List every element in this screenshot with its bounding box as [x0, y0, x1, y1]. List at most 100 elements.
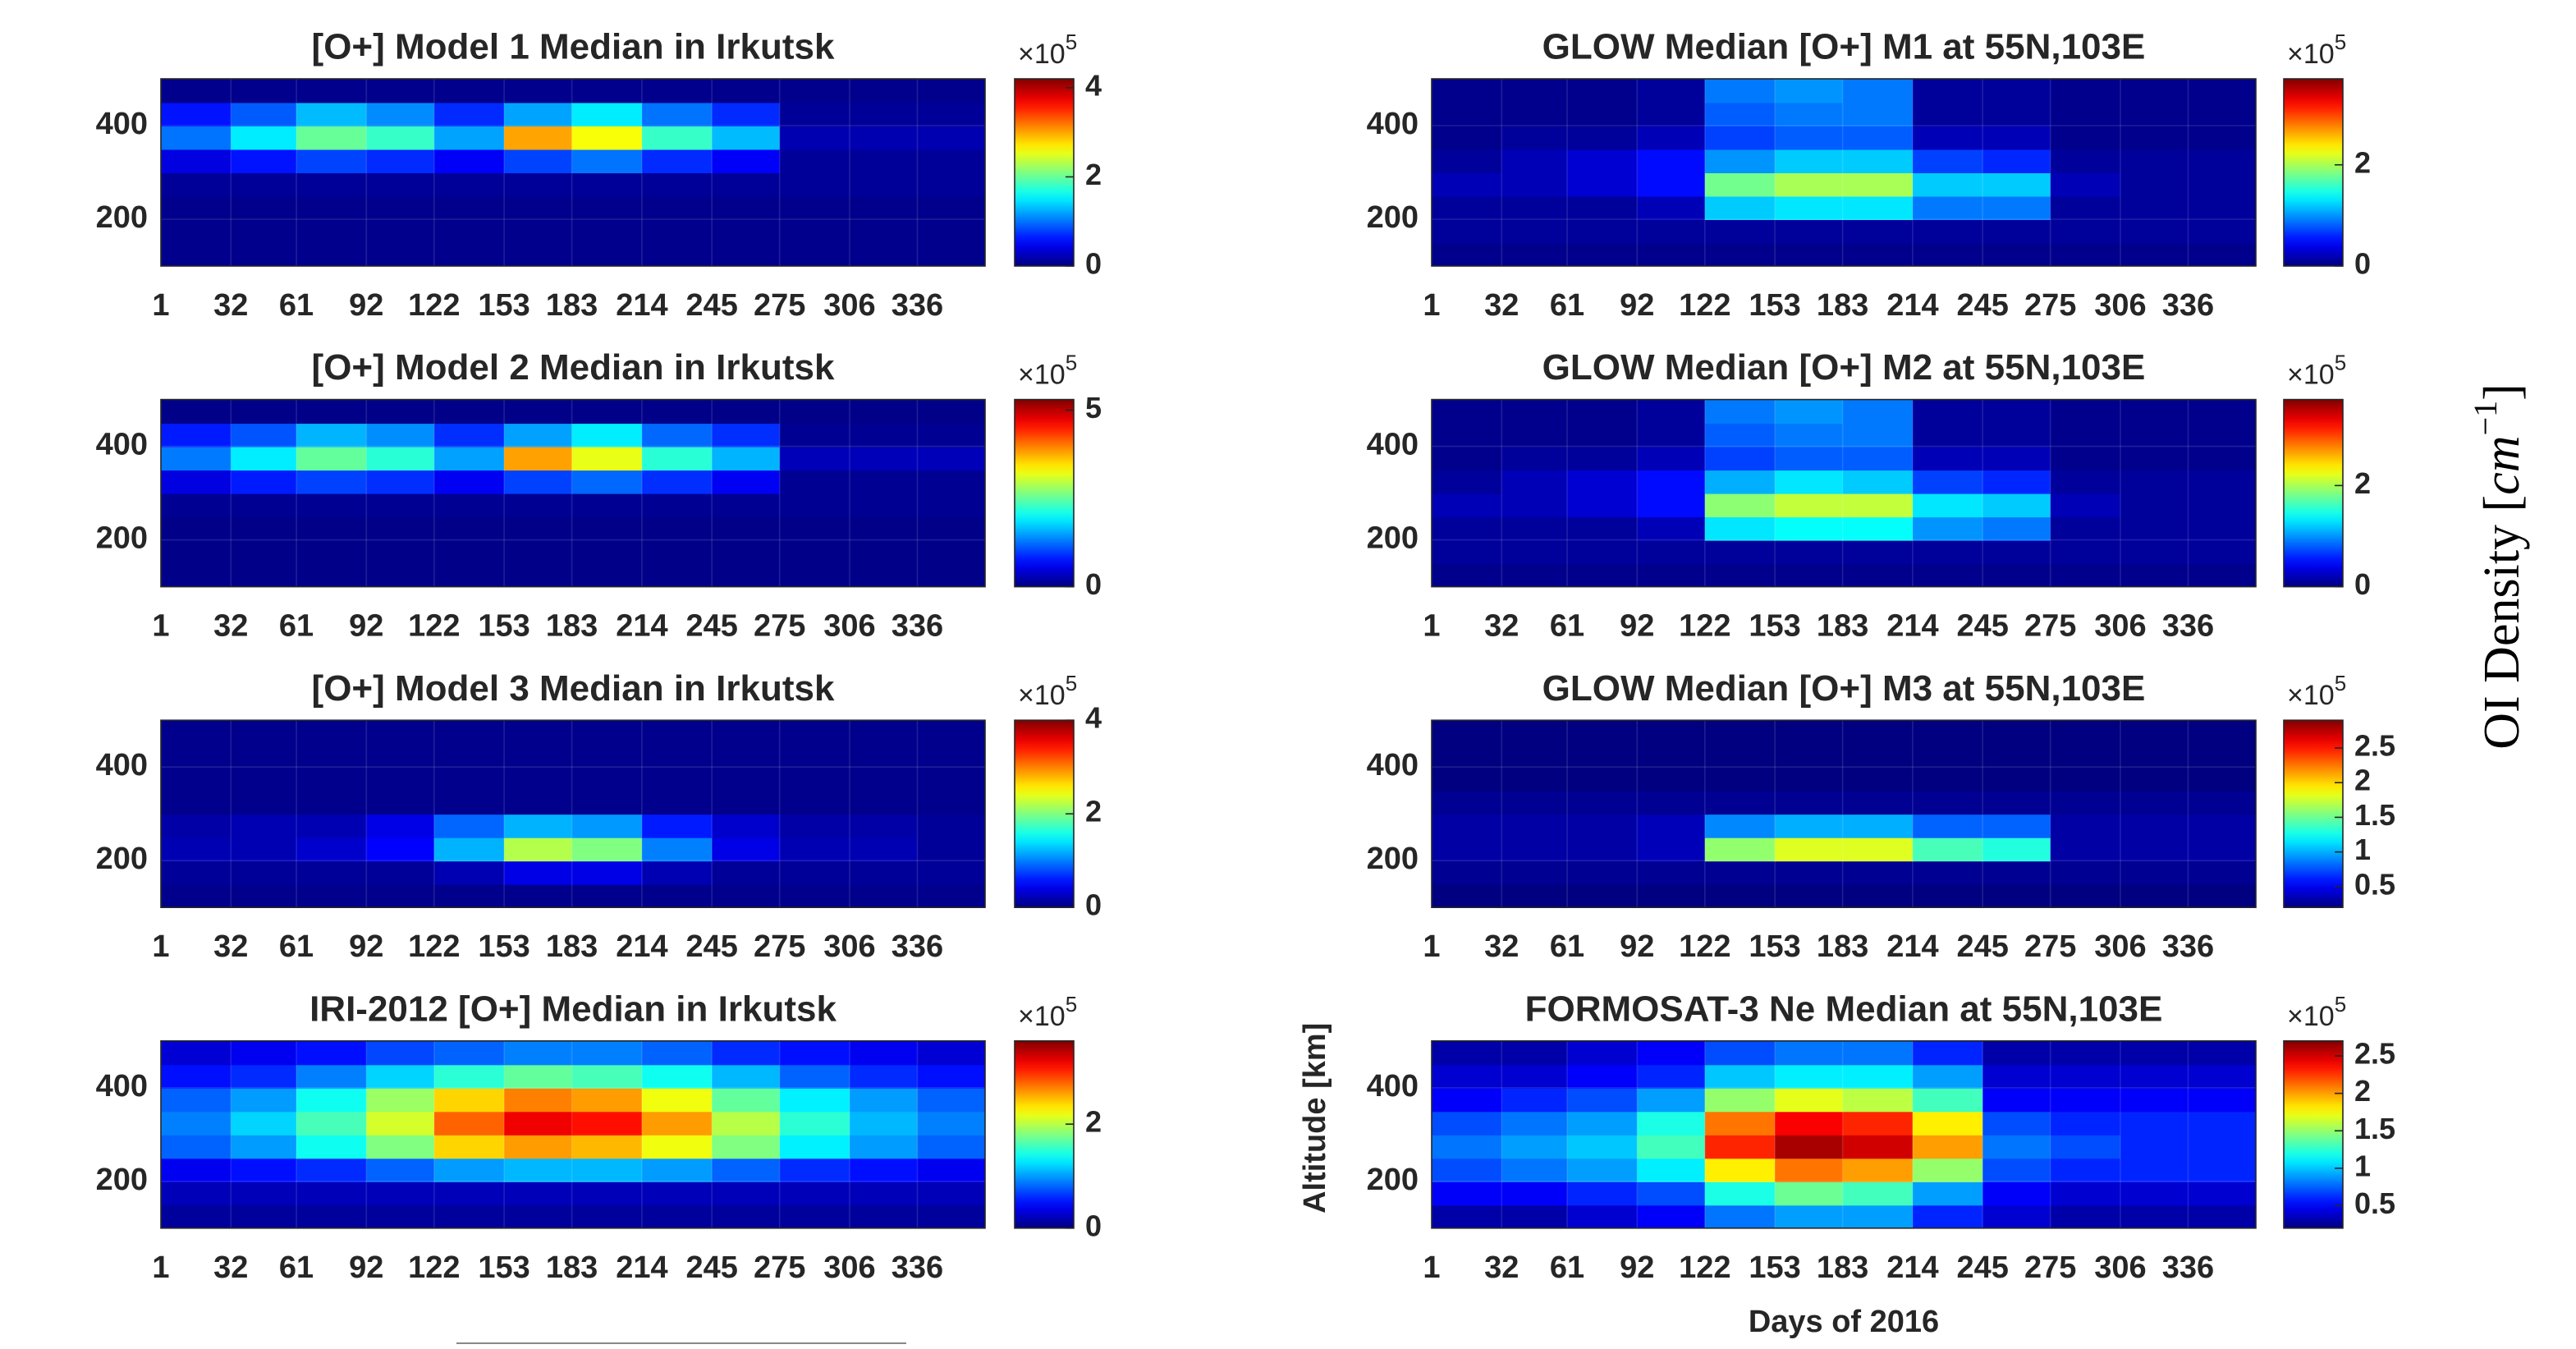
heatmap-cell: [641, 470, 713, 494]
heatmap-cell: [1637, 814, 1706, 838]
heatmap-cell: [1775, 1087, 1844, 1113]
heatmap-cell: [1501, 743, 1569, 769]
heatmap-cell: [1912, 767, 1984, 792]
heatmap-cell: [1982, 720, 2051, 745]
side-label-prefix: OI Density [: [2474, 495, 2530, 750]
heatmap-cell: [296, 720, 368, 745]
heatmap-cell: [779, 767, 850, 792]
heatmap-cell: [712, 720, 781, 745]
heatmap-cell: [1912, 172, 1984, 197]
heatmap-cell: [296, 470, 368, 494]
heatmap-cell: [571, 563, 643, 587]
heatmap-cell: [504, 743, 573, 769]
heatmap-cell: [1775, 172, 1844, 197]
heatmap-cell: [2120, 743, 2189, 769]
heatmap-cell: [712, 1204, 781, 1228]
heatmap-cell: [1982, 814, 2051, 838]
heatmap-cell: [1637, 423, 1706, 447]
heatmap-cell: [1775, 1204, 1844, 1228]
heatmap-cell: [1775, 767, 1844, 792]
multiplier-exponent: 5: [1066, 671, 1077, 695]
heatmap-cell: [1501, 399, 1569, 424]
heatmap-cell: [504, 790, 573, 815]
heatmap-cell: [2050, 1158, 2121, 1182]
heatmap-cell: [571, 767, 643, 792]
heatmap-cell: [779, 539, 850, 565]
heatmap-cell: [849, 446, 919, 471]
heatmap-cell: [2050, 743, 2121, 769]
heatmap-cell: [849, 883, 919, 908]
heatmap-cell: [366, 149, 435, 173]
heatmap-cell: [1501, 423, 1569, 447]
heatmap-cell: [2188, 470, 2256, 494]
heatmap-cell: [433, 172, 506, 197]
heatmap-cell: [1775, 493, 1844, 518]
x-tick-label: 183: [546, 288, 598, 323]
heatmap-cell: [1567, 1204, 1639, 1228]
heatmap-cell: [1775, 1134, 1844, 1159]
heatmap-cell: [779, 219, 850, 244]
heatmap-cell: [1912, 743, 1984, 769]
heatmap-cell: [1982, 767, 2051, 792]
heatmap-cell: [1432, 399, 1503, 424]
heatmap-cell: [1704, 126, 1776, 150]
heatmap-cell: [2188, 790, 2256, 815]
heatmap-cell: [1637, 493, 1706, 518]
heatmap-cell: [1501, 563, 1569, 587]
heatmap-cell: [504, 1181, 573, 1206]
heatmap-cell: [849, 1040, 919, 1066]
heatmap-cell: [433, 767, 506, 792]
heatmap-cell: [366, 883, 435, 908]
heatmap-cell: [917, 126, 985, 150]
heatmap-cell: [1982, 493, 2051, 518]
heatmap-cell: [641, 399, 713, 424]
heatmap-cell: [1567, 149, 1639, 173]
heatmap-cell: [2120, 493, 2189, 518]
y-tick-label: 200: [1367, 1163, 1419, 1197]
heatmap-cell: [1567, 172, 1639, 197]
heatmap-cell: [712, 539, 781, 565]
heatmap-cell: [1432, 1204, 1503, 1228]
heatmap-cell: [1432, 1087, 1503, 1113]
colorbar-tick-label: 2: [2354, 764, 2371, 797]
heatmap-cell: [1432, 1064, 1503, 1089]
x-tick-label: 1: [1423, 1250, 1440, 1285]
heatmap-cell: [571, 195, 643, 220]
heatmap-cell: [641, 1040, 713, 1066]
colorbar-multiplier: ×105: [2287, 30, 2346, 70]
heatmap-cell: [433, 102, 506, 126]
x-tick-label: 122: [1679, 288, 1730, 323]
heatmap-cell: [1842, 720, 1914, 745]
heatmap-cell: [2050, 790, 2121, 815]
multiplier-exponent: 5: [2335, 992, 2346, 1016]
heatmap-cell: [296, 219, 368, 244]
heatmap-cell: [917, 493, 985, 518]
x-tick-label: 61: [279, 288, 314, 323]
heatmap-cell: [1775, 126, 1844, 150]
x-tick-label: 32: [1484, 1250, 1519, 1285]
heatmap-cell: [849, 219, 919, 244]
heatmap-cell: [1567, 470, 1639, 494]
x-tick-label: 245: [1956, 609, 2008, 644]
heatmap-cell: [1567, 219, 1639, 244]
heatmap-cell: [1982, 790, 2051, 815]
heatmap-cell: [231, 493, 298, 518]
y-tick-label: 400: [96, 1069, 148, 1104]
heatmap-cell: [296, 423, 368, 447]
heatmap-cell: [2188, 860, 2256, 885]
heatmap-cell: [779, 446, 850, 471]
heatmap-cell: [161, 1087, 232, 1113]
heatmap-cell: [2188, 1158, 2256, 1182]
heatmap-cell: [1567, 195, 1639, 220]
x-tick-label: 183: [546, 609, 598, 644]
heatmap-cell: [161, 1158, 232, 1182]
heatmap-cell: [2050, 837, 2121, 862]
heatmap-cell: [2050, 242, 2121, 266]
heatmap-cell: [641, 1134, 713, 1159]
heatmap-cell: [433, 1181, 506, 1206]
y-axis-label: Altitude [km]: [1298, 1023, 1332, 1214]
heatmap-cell: [1982, 79, 2051, 103]
heatmap-cell: [641, 563, 713, 587]
heatmap-cell: [366, 242, 435, 266]
x-tick-label: 306: [2094, 1250, 2146, 1285]
